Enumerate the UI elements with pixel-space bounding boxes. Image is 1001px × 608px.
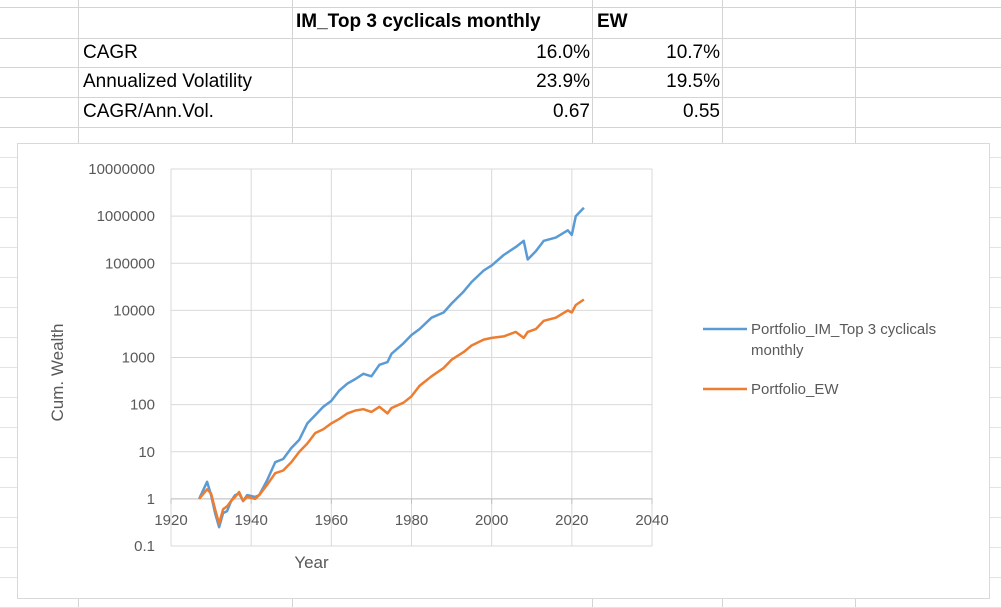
y-axis-title: Cum. Wealth xyxy=(48,324,67,422)
series-line-2[interactable] xyxy=(198,298,585,525)
x-tick-label: 2040 xyxy=(635,512,668,529)
header-ew[interactable]: EW xyxy=(597,11,628,32)
x-tick-label: 2000 xyxy=(475,512,508,529)
ratio-ew[interactable]: 0.55 xyxy=(683,101,720,122)
volatility-im[interactable]: 23.9% xyxy=(536,71,590,92)
y-tick-label: 1000 xyxy=(122,350,155,367)
y-tick-label: 100000 xyxy=(105,255,155,272)
x-tick-label: 2020 xyxy=(555,512,588,529)
x-tick-label: 1980 xyxy=(395,512,428,529)
y-tick-label: 1 xyxy=(147,491,155,508)
legend-label[interactable]: Portfolio_IM_Top 3 cyclicals xyxy=(751,321,936,338)
legend-label-cont: monthly xyxy=(751,342,804,359)
volatility-ew[interactable]: 19.5% xyxy=(666,71,720,92)
cagr-im[interactable]: 16.0% xyxy=(536,42,590,63)
y-tick-label: 100 xyxy=(130,397,155,414)
line-chart: 10000000 1000000 100000 10000 1000 100 10 1 0.1 1… xyxy=(48,161,936,572)
x-tick-label: 1940 xyxy=(234,512,267,529)
legend-label[interactable]: Portfolio_EW xyxy=(751,381,839,398)
y-tick-label: 10000000 xyxy=(88,161,155,178)
series-line-1[interactable] xyxy=(197,206,585,529)
cagr-ew[interactable]: 10.7% xyxy=(666,42,720,63)
y-tick-label: 0.1 xyxy=(134,538,155,555)
x-tick-label: 1920 xyxy=(154,512,187,529)
y-tick-label: 10000 xyxy=(113,302,155,319)
row-label-ratio[interactable]: CAGR/Ann.Vol. xyxy=(83,101,214,122)
y-tick-label: 10 xyxy=(138,444,155,461)
row-label-cagr[interactable]: CAGR xyxy=(83,42,138,63)
chart-area[interactable]: 10000000 1000000 100000 10000 1000 100 10 1 0.1 1… xyxy=(17,143,990,599)
y-tick-label: 1000000 xyxy=(97,208,155,225)
row-label-volatility[interactable]: Annualized Volatility xyxy=(83,71,252,92)
x-tick-label: 1960 xyxy=(315,512,348,529)
header-im[interactable]: IM_Top 3 cyclicals monthly xyxy=(296,11,541,32)
x-axis-title: Year xyxy=(294,553,329,572)
ratio-im[interactable]: 0.67 xyxy=(553,101,590,122)
